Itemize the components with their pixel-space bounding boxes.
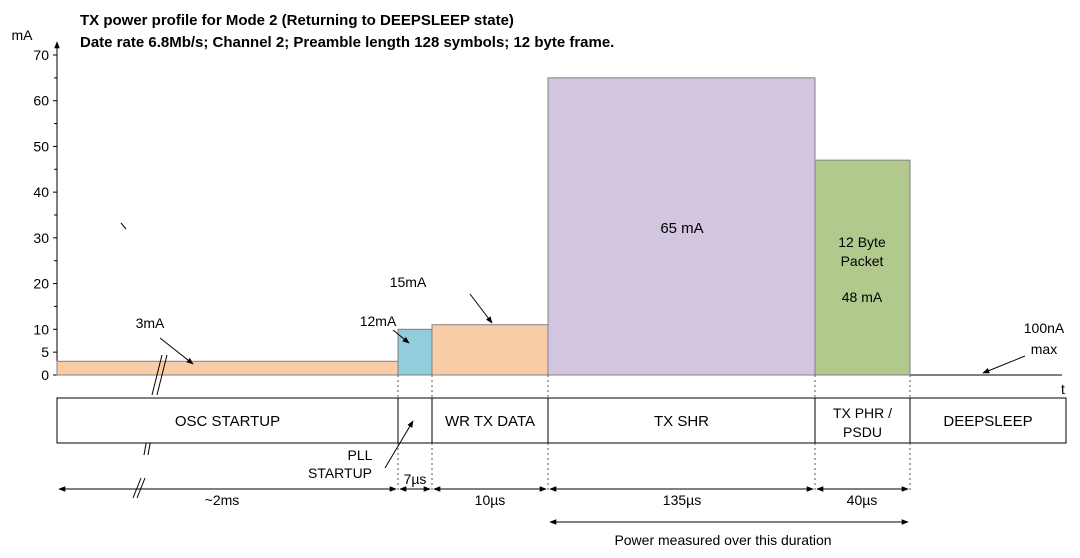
bar-label-12ma: 12mA xyxy=(360,313,397,329)
callout-arrow xyxy=(392,329,410,344)
y-tick-label: 10 xyxy=(33,321,49,337)
axis-break-mark xyxy=(132,477,142,499)
y-axis-label: mA xyxy=(12,27,34,43)
state-label-osc: OSC STARTUP xyxy=(175,413,280,430)
bar-tx-phr-psdu xyxy=(814,159,911,376)
bar-label-65ma: 65 mA xyxy=(660,220,703,237)
state-label-wr: WR TX DATA xyxy=(445,413,535,430)
bar-label-packet: Packet xyxy=(841,253,884,269)
duration-label-7us: 7µs xyxy=(404,471,427,487)
state-wr-tx-data xyxy=(431,397,549,444)
power-measured-label: Power measured over this duration xyxy=(614,532,831,548)
state-label-phr: TX PHR / xyxy=(833,405,892,421)
bar-wr-tx-data xyxy=(431,324,549,376)
state-tx-shr xyxy=(547,397,816,444)
y-tick-label: 0 xyxy=(41,367,49,383)
y-tick-label: 50 xyxy=(33,138,49,154)
stray-mark xyxy=(120,222,127,230)
bar-label-3ma: 3mA xyxy=(136,315,165,331)
state-label-deepsleep: DEEPSLEEP xyxy=(943,413,1032,430)
deepsleep-current-label: 100nA xyxy=(1024,320,1065,336)
y-tick-label: 70 xyxy=(33,47,49,63)
duration-label-40us: 40µs xyxy=(847,492,878,508)
chart-subtitle: Date rate 6.8Mb/s; Channel 2; Preamble l… xyxy=(80,34,615,51)
bar-tx-shr xyxy=(547,77,816,376)
y-tick-label: 40 xyxy=(33,184,49,200)
state-pll-startup xyxy=(397,397,433,444)
duration-label-2ms: ~2ms xyxy=(205,492,240,508)
y-tick-label: 5 xyxy=(41,344,49,360)
bar-label-15ma: 15mA xyxy=(390,274,427,290)
axis-break-mark xyxy=(136,477,146,499)
bar-label-12-byte: 12 Byte xyxy=(838,234,886,250)
bar-pll-startup xyxy=(397,328,433,376)
callout-arrow xyxy=(159,337,194,365)
callout-arrow xyxy=(384,420,414,469)
duration-label-135us: 135µs xyxy=(663,492,701,508)
state-deepsleep xyxy=(909,397,1067,444)
state-label-psdu: PSDU xyxy=(843,424,882,440)
bar-osc-startup xyxy=(56,360,399,376)
state-label-shr: TX SHR xyxy=(654,413,709,430)
duration-label-10us: 10µs xyxy=(475,492,506,508)
axis-break-mark xyxy=(151,354,163,396)
state-osc-startup xyxy=(56,397,399,444)
deepsleep-current-max: max xyxy=(1031,341,1057,357)
x-axis-label: t xyxy=(1061,381,1065,397)
y-tick-label: 30 xyxy=(33,230,49,246)
y-tick-label: 20 xyxy=(33,276,49,292)
bar-label-48ma: 48 mA xyxy=(842,289,883,305)
axis-break-mark xyxy=(156,354,168,396)
callout-arrow xyxy=(469,293,493,324)
chart-title: TX power profile for Mode 2 (Returning t… xyxy=(80,12,514,29)
state-label-pll-startup: STARTUP xyxy=(308,465,372,481)
callout-arrow xyxy=(982,355,1026,374)
y-tick-label: 60 xyxy=(33,93,49,109)
state-label-pll: PLL xyxy=(348,447,373,463)
